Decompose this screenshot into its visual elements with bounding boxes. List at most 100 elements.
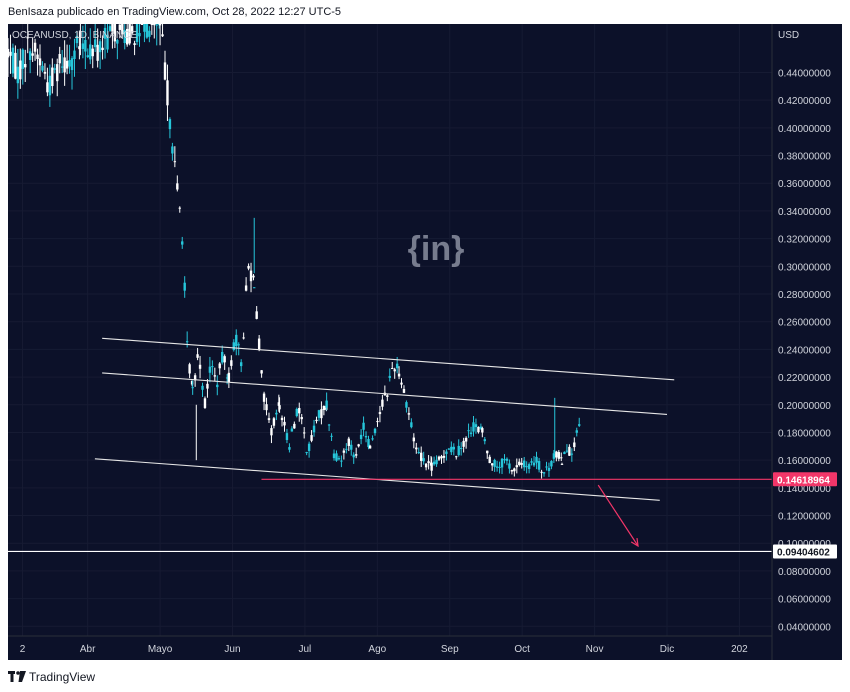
channel-trend-line[interactable] bbox=[102, 337, 675, 381]
candle-body bbox=[161, 34, 164, 37]
candle-body bbox=[302, 432, 306, 434]
candle-body bbox=[103, 27, 107, 39]
candle-body bbox=[19, 60, 22, 80]
candle-body bbox=[402, 388, 406, 393]
y-tick-label: 0.04000000 bbox=[778, 622, 831, 633]
candle-body bbox=[312, 425, 316, 433]
price-axis[interactable]: USD 0.44000000 0.42000000 0.40000000 0.3800… bbox=[771, 24, 842, 660]
candle-body bbox=[278, 405, 281, 410]
candle-body bbox=[557, 452, 561, 459]
chart-frame[interactable]: OCEANUSD, 1D, BINANCE {in} USD 0.4400000… bbox=[6, 23, 842, 660]
candle-body bbox=[335, 453, 338, 461]
watermark-logo: {in} bbox=[408, 230, 465, 268]
candle-body bbox=[560, 457, 563, 459]
candle-body bbox=[188, 364, 191, 374]
candle-body bbox=[578, 424, 581, 426]
time-axis[interactable]: 2 Abr Mayo Jun Jul Ago Sep Oct Nov Dic 202 bbox=[8, 635, 772, 655]
candle-body bbox=[347, 438, 350, 446]
candle-body bbox=[51, 67, 54, 87]
candle-body bbox=[472, 422, 475, 432]
candle-body bbox=[216, 384, 219, 388]
candle-body bbox=[535, 460, 538, 463]
candle-body bbox=[435, 459, 438, 465]
candle-body bbox=[68, 60, 71, 67]
candle-body bbox=[520, 463, 523, 465]
candle-body bbox=[540, 471, 543, 473]
candle-body bbox=[367, 438, 370, 448]
candle-body bbox=[81, 43, 85, 49]
candle-body bbox=[78, 46, 81, 50]
candle-body bbox=[257, 338, 261, 350]
candle-body bbox=[86, 55, 90, 58]
candle-body bbox=[255, 311, 258, 319]
candle-body bbox=[437, 456, 441, 460]
candle-body bbox=[113, 24, 117, 42]
candle-body bbox=[91, 48, 94, 57]
candle-body bbox=[206, 383, 209, 389]
published-text: BenIsaza publicado en TradingView.com, O… bbox=[8, 6, 342, 18]
candle-body bbox=[327, 424, 331, 426]
candle-body bbox=[498, 466, 501, 468]
candle-body bbox=[415, 447, 418, 450]
x-tick-label: Sep bbox=[441, 644, 459, 655]
candle-body bbox=[111, 24, 114, 32]
candle-body bbox=[235, 334, 238, 347]
candle-body bbox=[65, 60, 69, 69]
candle-body bbox=[148, 30, 151, 37]
price-label-box bbox=[773, 544, 837, 559]
candle-body bbox=[391, 368, 394, 370]
candle-body bbox=[513, 468, 516, 472]
candle-body bbox=[547, 467, 551, 471]
candle-body bbox=[357, 444, 360, 447]
tradingview-brand: TradingView bbox=[29, 670, 96, 684]
candle-body bbox=[98, 41, 102, 53]
candle-body bbox=[467, 430, 470, 432]
candle-body bbox=[515, 465, 519, 468]
y-tick-label: 0.20000000 bbox=[778, 401, 831, 412]
candle-body bbox=[332, 453, 336, 459]
candle-body bbox=[158, 24, 162, 26]
x-tick-label: Ago bbox=[368, 644, 386, 655]
candle-body bbox=[505, 458, 509, 461]
candle-body bbox=[290, 428, 294, 432]
channel-trend-line[interactable] bbox=[102, 372, 668, 416]
candle-body bbox=[121, 24, 124, 35]
price-chart[interactable]: OCEANUSD, 1D, BINANCE {in} USD 0.4400000… bbox=[6, 23, 842, 660]
candle-body bbox=[208, 366, 212, 373]
candle-body bbox=[388, 375, 391, 378]
candle-body bbox=[166, 80, 169, 106]
candle-body bbox=[150, 24, 154, 25]
candle-body bbox=[364, 435, 368, 438]
x-tick-label: Jul bbox=[299, 644, 312, 655]
candle-body bbox=[495, 466, 499, 468]
candle-body bbox=[552, 453, 556, 459]
horizontal-lines[interactable] bbox=[8, 478, 772, 553]
candle-body bbox=[410, 422, 413, 428]
x-tick-label: Abr bbox=[80, 644, 96, 655]
candle-body bbox=[545, 466, 548, 468]
candle-body bbox=[508, 463, 511, 469]
candle-body bbox=[198, 364, 202, 369]
y-tick-label: 0.44000000 bbox=[778, 68, 831, 79]
candle-body bbox=[563, 451, 566, 455]
candle-body bbox=[73, 50, 76, 60]
projection-arrow[interactable] bbox=[597, 484, 639, 548]
candle-body bbox=[455, 456, 458, 458]
candle-body bbox=[28, 51, 32, 60]
candle-body bbox=[79, 32, 82, 37]
candle-body bbox=[305, 452, 308, 454]
candle-body bbox=[108, 26, 112, 31]
candle-body bbox=[203, 398, 207, 408]
grid bbox=[8, 24, 772, 636]
candle-body bbox=[155, 24, 158, 26]
candle-body bbox=[128, 24, 131, 44]
candle-body bbox=[440, 456, 443, 459]
arrow-shaft[interactable] bbox=[597, 484, 639, 547]
candle-body bbox=[378, 412, 382, 415]
candle-body bbox=[153, 24, 156, 26]
candle-body bbox=[322, 405, 326, 411]
candle-body bbox=[60, 66, 64, 68]
candle-body bbox=[373, 428, 377, 434]
candle-body bbox=[430, 462, 433, 471]
candle-body bbox=[193, 375, 197, 381]
